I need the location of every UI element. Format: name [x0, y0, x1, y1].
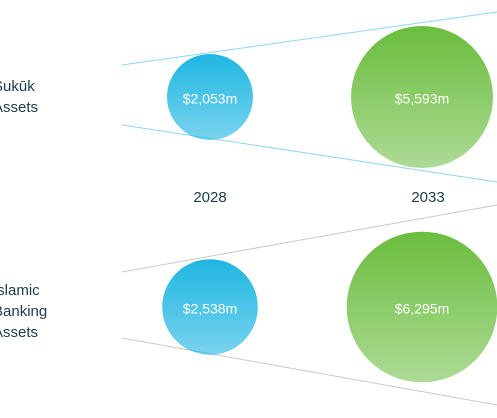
value-label: $2,053m: [183, 91, 237, 107]
funnel-line: [121, 11, 497, 66]
funnel-lines: [121, 11, 497, 406]
bubble: [162, 259, 258, 355]
bubble: [167, 54, 253, 140]
row-label: Sukūk Assets: [0, 78, 39, 116]
value-label: $6,295m: [395, 301, 449, 317]
funnel-line: [121, 124, 497, 183]
year-label: 2033: [411, 189, 444, 206]
funnel-line: [121, 337, 497, 406]
bubble: [351, 26, 493, 168]
value-label: $2,538m: [183, 301, 237, 317]
year-label: 2028: [193, 189, 226, 206]
funnel-line: [121, 204, 497, 273]
row-label: Islamic Banking Assets: [0, 282, 48, 341]
bubble: [346, 231, 497, 383]
value-label: $5,593m: [395, 91, 449, 107]
